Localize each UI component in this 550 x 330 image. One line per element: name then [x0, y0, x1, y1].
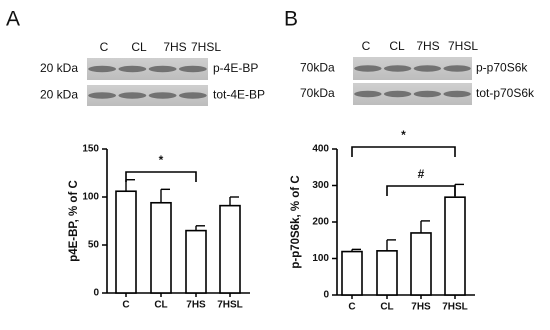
- row-label: p-4E-BP: [213, 61, 258, 75]
- blot-band: [354, 90, 382, 98]
- y-axis-label: p-p70S6k, % of C: [290, 175, 302, 268]
- x-tick-label: 7HSL: [217, 300, 243, 311]
- blot-band: [354, 65, 382, 72]
- blot-band: [88, 65, 117, 73]
- blot-band: [443, 65, 471, 72]
- bar: [219, 204, 241, 294]
- lane-label: 7HS: [416, 39, 439, 53]
- blot-band: [413, 65, 442, 72]
- y-tick-label: 50: [88, 240, 100, 251]
- panel-label: B: [284, 8, 298, 31]
- panel-label: A: [6, 8, 20, 31]
- y-tick-label: 100: [82, 192, 99, 203]
- blot: [87, 85, 208, 106]
- lane-label: CL: [131, 40, 147, 54]
- y-tick-label: 100: [312, 253, 329, 264]
- blot-band: [148, 92, 177, 99]
- y-tick-label: 200: [312, 217, 329, 228]
- bar: [341, 250, 363, 296]
- x-tick-label: C: [122, 300, 129, 311]
- x-tick-label: 7HS: [411, 302, 431, 313]
- marker-label: 70kDa: [300, 86, 335, 100]
- x-tick-label: 7HSL: [442, 302, 468, 313]
- x-tick-label: C: [348, 302, 355, 313]
- bar: [444, 196, 466, 296]
- y-axis-label: p4E-BP, % of C: [68, 180, 80, 262]
- significance-bracket: [386, 185, 456, 196]
- x-tick-label: CL: [154, 300, 167, 311]
- blot-band: [383, 65, 412, 72]
- marker-label: 20 kDa: [40, 88, 78, 102]
- x-tick-label: CL: [380, 302, 393, 313]
- blot-band: [88, 92, 117, 99]
- bar: [376, 250, 398, 296]
- blot-band: [413, 90, 442, 98]
- row-label: tot-p70S6k: [476, 86, 535, 100]
- blot: [353, 83, 472, 105]
- blot-band: [383, 90, 412, 98]
- bar: [410, 232, 432, 296]
- lane-label: 7HSL: [191, 40, 221, 54]
- significance-mark: *: [401, 128, 406, 142]
- lane-label: 7HS: [163, 40, 186, 54]
- y-tick-label: 400: [312, 144, 329, 155]
- lane-label: C: [362, 39, 371, 53]
- bar: [185, 229, 207, 294]
- y-tick-label: 150: [82, 144, 99, 155]
- blot: [353, 57, 472, 80]
- marker-label: 70kDa: [300, 61, 335, 75]
- lane-label: CL: [389, 39, 405, 53]
- lane-label: 7HSL: [448, 39, 478, 53]
- lane-label: C: [100, 40, 109, 54]
- row-label: tot-4E-BP: [213, 88, 265, 102]
- blot: [87, 58, 208, 80]
- significance-bracket: [351, 146, 456, 157]
- blot-band: [178, 65, 207, 73]
- significance-mark: *: [159, 153, 164, 167]
- bar: [150, 201, 172, 294]
- row-label: p-p70S6k: [476, 61, 528, 75]
- blot-band: [118, 92, 147, 99]
- x-tick-label: 7HS: [186, 300, 206, 311]
- marker-label: 20 kDa: [40, 61, 78, 75]
- y-tick-label: 0: [323, 290, 329, 301]
- significance-bracket: [125, 171, 197, 182]
- blot-band: [178, 92, 207, 99]
- blot-band: [443, 90, 471, 98]
- bar: [115, 190, 137, 294]
- y-tick-label: 300: [312, 180, 329, 191]
- blot-band: [118, 65, 147, 73]
- significance-mark: #: [418, 167, 425, 181]
- blot-band: [148, 65, 177, 73]
- y-tick-label: 0: [93, 288, 99, 299]
